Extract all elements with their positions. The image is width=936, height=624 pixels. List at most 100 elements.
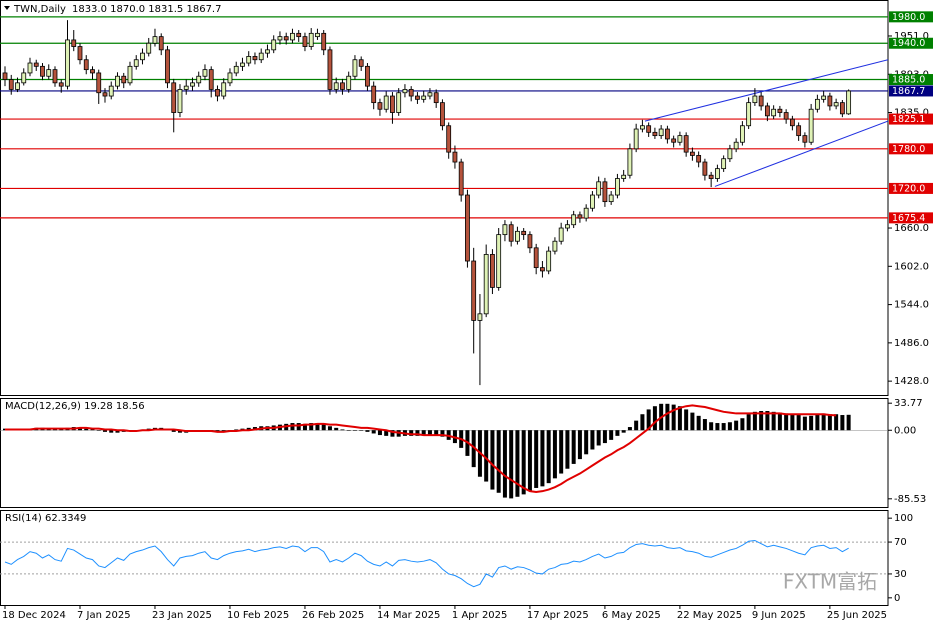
main-panel-border [0,0,889,396]
candle-body [165,49,170,84]
macd-bar [677,406,682,431]
candle-body [721,158,727,170]
macd-bar [809,415,814,431]
macd-bar [496,430,501,493]
level-label: 1940.0 [892,38,925,49]
candle-body [158,36,164,51]
candle-body [646,125,652,133]
candle-body [90,69,95,74]
candle-body [152,36,158,44]
candle-body [739,125,745,143]
candle-body [2,72,8,80]
candle-body [752,95,758,104]
candle-body [796,125,802,137]
level-label: 1780.0 [892,144,925,155]
level-label: 1825.1 [892,114,925,125]
candle-body [352,59,358,77]
level-label-box [889,85,933,97]
level-label-box [889,11,933,23]
candle-body [71,39,77,47]
y-tick-label: -85.53 [894,494,926,505]
candle-body [515,230,520,242]
y-tick-label: 1951.0 [894,31,929,42]
rsi-line [4,539,849,588]
candle-body [827,95,833,107]
trend-line [714,120,888,187]
macd-bar [315,423,320,431]
macd-bar [565,430,570,469]
candle-body [490,254,495,288]
price-plot [0,16,888,386]
candle-body [96,72,102,94]
macd-bar [109,430,114,433]
y-tick-label: 0 [894,593,900,604]
candle-body [202,69,208,77]
macd-bar [77,427,82,431]
macd-bar [640,414,645,431]
signal-line [5,404,837,493]
macd-bar [115,430,120,433]
candle-body [115,75,120,87]
candle-body [227,72,233,84]
candle-body [65,39,70,87]
x-tick-label: 25 Jun 2025 [827,610,887,621]
macd-bar [234,429,239,431]
macd-bar [784,413,789,431]
candle-body [396,92,402,113]
y-tick-label: 1602.0 [894,261,929,272]
candle-body [290,32,295,41]
candle-body [77,46,83,61]
candle-body [321,32,327,51]
macd-bar [627,427,632,431]
macd-bar [359,430,364,431]
macd-bar [384,430,389,436]
macd-bar [577,430,582,460]
macd-bar [377,430,382,436]
candle-body [508,224,514,242]
y-tick-label: 33.77 [894,398,923,409]
candle-body [846,90,852,115]
macd-bar [734,420,739,431]
candle-body [802,135,808,143]
macd-bar [777,412,782,431]
y-tick-label: 30 [894,569,907,580]
candle-body [808,108,814,143]
macd-bar [552,430,557,479]
candle-body [308,32,314,47]
candle-body [108,85,114,97]
candle-body [233,65,239,74]
x-tick-label: 23 Jan 2025 [152,610,212,621]
y-tick-label: 70 [894,537,907,548]
candle-body [346,75,352,90]
y-tick-label: 1660.0 [894,223,929,234]
macd-bar [546,430,551,484]
y-tick-label: 1544.0 [894,300,929,311]
chart-title: TWN,Daily 1833.0 1870.0 1831.5 1867.7 [13,4,221,15]
candle-body [252,56,258,61]
candle-body [839,102,845,115]
macd-bar [534,430,539,488]
level-label: 1720.0 [892,183,925,194]
level-label-box [889,113,933,125]
rsi-panel-border [0,510,889,606]
x-tick-label: 10 Feb 2025 [227,610,289,621]
macd-bar [702,419,707,431]
candle-body [496,234,502,288]
candle-body [21,72,27,84]
macd-bar [84,428,89,431]
macd-bar [709,422,714,431]
candle-body [727,148,733,160]
level-label-box [889,182,933,194]
candle-body [421,95,427,100]
candle-body [415,95,420,100]
macd-bar [740,418,745,431]
candle-body [315,32,320,38]
macd-bar [790,414,795,431]
candle-body [121,75,127,84]
x-tick-label: 17 Apr 2025 [527,610,589,621]
macd-bar [415,430,420,436]
candle-body [333,82,339,90]
macd-bar [621,430,626,433]
candle-body [789,118,795,127]
